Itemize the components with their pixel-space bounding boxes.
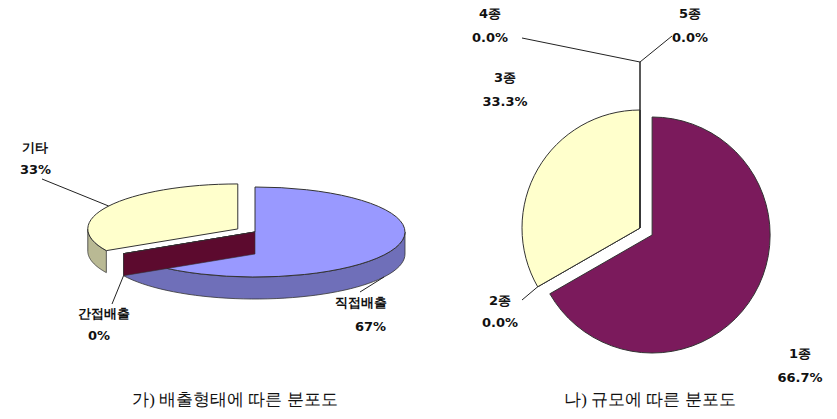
value-label: 0% (88, 328, 110, 343)
leader-line (112, 276, 124, 304)
chart-caption: 가) 배출형태에 따른 분포도 (132, 390, 337, 409)
chart-caption: 나) 규모에 따른 분포도 (564, 390, 735, 409)
value-label: 66.7% (777, 370, 822, 385)
data-labels: 직접배출 67% 간접배출 0% 기타 33% (20, 140, 387, 343)
pie-plot (88, 184, 405, 299)
value-label: 0.0% (672, 30, 708, 45)
leader-line (522, 38, 640, 110)
leader-line (640, 36, 672, 110)
value-label: 0.0% (472, 30, 508, 45)
pie-slice (640, 110, 641, 228)
pie-slice (522, 110, 640, 287)
category-label: 3종 (494, 70, 516, 85)
category-label: 1종 (789, 346, 811, 361)
category-label: 간접배출 (78, 306, 130, 321)
category-label: 기타 (22, 140, 48, 155)
value-label: 33.3% (482, 94, 527, 109)
slice-cut-face (124, 232, 255, 276)
chart-svg: 직접배출 67% 간접배출 0% 기타 33% 가) 배출형태에 따른 분포도 1종 66.7%… (0, 0, 837, 419)
category-label: 4종 (479, 6, 501, 21)
pie-slice (640, 110, 641, 228)
chart-root: 직접배출 67% 간접배출 0% 기타 33% 가) 배출형태에 따른 분포도 1종 66.7%… (0, 0, 837, 419)
data-labels: 1종 66.7% 2종 0.0% 3종 33.3% 4종 0.0% 5종 0.0% (472, 6, 823, 385)
value-label: 33% (20, 162, 51, 177)
value-label: 67% (355, 319, 386, 334)
leader-line (522, 287, 538, 300)
leader-line (360, 277, 384, 292)
value-label: 0.0% (482, 315, 518, 330)
leader-line (42, 179, 109, 206)
pie-plot (522, 110, 770, 353)
category-label: 2종 (489, 293, 511, 308)
category-label: 5종 (679, 6, 701, 21)
category-label: 직접배출 (335, 295, 387, 310)
